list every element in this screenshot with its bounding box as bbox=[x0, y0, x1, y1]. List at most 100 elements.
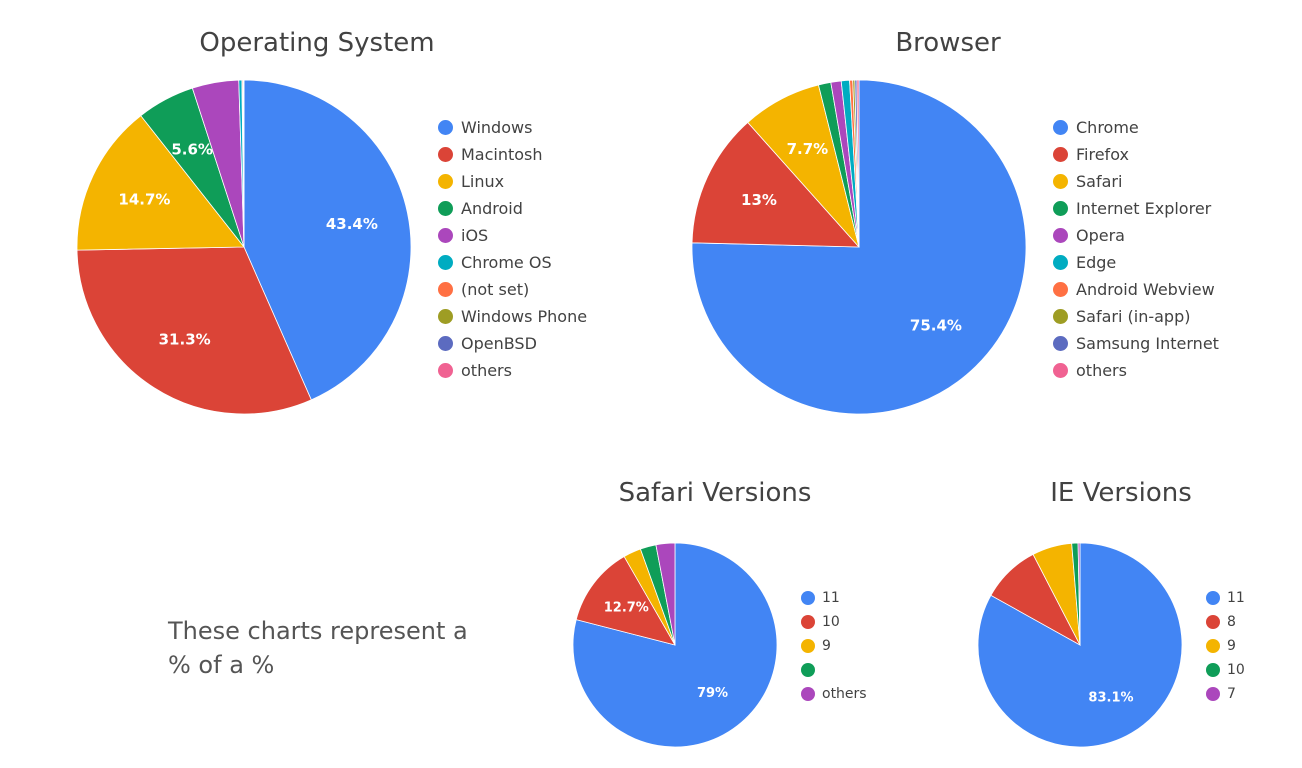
legend-swatch bbox=[438, 147, 453, 162]
pie-slice-7 bbox=[1077, 542, 1081, 646]
legend-swatch bbox=[1206, 591, 1220, 605]
legend-label: Samsung Internet bbox=[1076, 334, 1219, 353]
legend-label: Safari (in-app) bbox=[1076, 307, 1191, 326]
legend-label: Firefox bbox=[1076, 145, 1129, 164]
pie-slice-others bbox=[856, 79, 860, 248]
legend-label: Macintosh bbox=[461, 145, 543, 164]
legend-item: (not set) bbox=[438, 276, 587, 303]
legend-label: Android Webview bbox=[1076, 280, 1215, 299]
legend-swatch bbox=[801, 687, 815, 701]
legend-swatch bbox=[438, 363, 453, 378]
legend-label: Opera bbox=[1076, 226, 1125, 245]
legend-label: 8 bbox=[1227, 614, 1236, 630]
slice-data-label: 14.7% bbox=[118, 190, 170, 208]
legend-label: others bbox=[461, 361, 512, 380]
legend-item: 10 bbox=[801, 610, 867, 634]
legend-label: 10 bbox=[1227, 662, 1245, 678]
legend-item: others bbox=[1053, 357, 1219, 384]
pie-chart: 43.4% 31.3% 14.7% 5.6% bbox=[76, 79, 412, 415]
chart-legend: Windows Macintosh Linux Android iOS Chrome OS… bbox=[438, 114, 587, 384]
legend-label: 11 bbox=[1227, 590, 1245, 606]
legend-item: 9 bbox=[801, 634, 867, 658]
legend-label: 9 bbox=[1227, 638, 1236, 654]
legend-swatch bbox=[1206, 663, 1220, 677]
pie-slice-macintosh bbox=[76, 246, 312, 415]
legend-swatch bbox=[1053, 201, 1068, 216]
legend-item: Safari (in-app) bbox=[1053, 303, 1219, 330]
pie-slice-11 bbox=[977, 542, 1183, 748]
legend-label: others bbox=[822, 686, 867, 702]
legend-swatch bbox=[438, 282, 453, 297]
slice-data-label: 12.7% bbox=[604, 600, 649, 615]
chart-title: Operating System bbox=[199, 28, 435, 58]
pie-slice-others bbox=[655, 542, 676, 646]
pie-slice-firefox bbox=[691, 121, 860, 248]
legend-label: Windows Phone bbox=[461, 307, 588, 326]
chart-title: Safari Versions bbox=[618, 478, 812, 508]
legend-item: 11 bbox=[1206, 586, 1245, 610]
legend-swatch bbox=[801, 663, 815, 677]
pie-chart: 83.1% bbox=[977, 542, 1183, 748]
slice-data-label: 5.6% bbox=[171, 140, 213, 158]
legend-swatch bbox=[1206, 615, 1220, 629]
legend-swatch bbox=[1053, 228, 1068, 243]
slice-data-label: 31.3% bbox=[159, 330, 211, 348]
legend-label: Chrome OS bbox=[461, 253, 552, 272]
legend-swatch bbox=[801, 615, 815, 629]
legend-swatch bbox=[1053, 174, 1068, 189]
legend-label: 9 bbox=[822, 638, 831, 654]
legend-item: Opera bbox=[1053, 222, 1219, 249]
legend-swatch bbox=[438, 255, 453, 270]
legend-label: Edge bbox=[1076, 253, 1117, 272]
legend-swatch bbox=[438, 174, 453, 189]
pie-slice-chrome bbox=[691, 79, 1027, 415]
legend-item: Windows Phone bbox=[438, 303, 587, 330]
legend-item: Chrome OS bbox=[438, 249, 587, 276]
slice-data-label: 13% bbox=[741, 191, 777, 209]
legend-item: Android bbox=[438, 195, 587, 222]
legend-label: 7 bbox=[1227, 686, 1236, 702]
legend-swatch bbox=[1053, 255, 1068, 270]
legend-label: Android bbox=[461, 199, 523, 218]
legend-swatch bbox=[1053, 336, 1068, 351]
legend-item bbox=[801, 658, 867, 682]
legend-label: Windows bbox=[461, 118, 533, 137]
slice-data-label: 75.4% bbox=[910, 316, 962, 334]
legend-swatch bbox=[1053, 309, 1068, 324]
legend-swatch bbox=[801, 639, 815, 653]
legend-item: Samsung Internet bbox=[1053, 330, 1219, 357]
legend-item: OpenBSD bbox=[438, 330, 587, 357]
legend-label: Internet Explorer bbox=[1076, 199, 1212, 218]
chart-title: IE Versions bbox=[1050, 478, 1192, 508]
legend-item: 9 bbox=[1206, 634, 1245, 658]
legend-swatch bbox=[438, 336, 453, 351]
legend-label: (not set) bbox=[461, 280, 530, 299]
charts-note: These charts represent a % of a % bbox=[168, 617, 468, 679]
legend-swatch bbox=[1053, 120, 1068, 135]
legend-item: Android Webview bbox=[1053, 276, 1219, 303]
legend-item: Edge bbox=[1053, 249, 1219, 276]
legend-item: Internet Explorer bbox=[1053, 195, 1219, 222]
legend-item: Chrome bbox=[1053, 114, 1219, 141]
legend-swatch bbox=[438, 201, 453, 216]
pie-slice-linux bbox=[76, 115, 245, 251]
pie-slice-10 bbox=[575, 556, 676, 646]
chart-legend: 11 8 9 10 7 bbox=[1206, 586, 1245, 706]
legend-swatch bbox=[438, 309, 453, 324]
legend-label: OpenBSD bbox=[461, 334, 537, 353]
chart-legend: 11 10 9 others bbox=[801, 586, 867, 706]
legend-item: others bbox=[801, 682, 867, 706]
legend-item: Linux bbox=[438, 168, 587, 195]
slice-data-label: 43.4% bbox=[326, 215, 378, 233]
chart-title: Browser bbox=[895, 28, 1001, 58]
legend-item: 7 bbox=[1206, 682, 1245, 706]
legend-swatch bbox=[1206, 687, 1220, 701]
pie-chart: 75.4% 13% 7.7% bbox=[691, 79, 1027, 415]
legend-label: Safari bbox=[1076, 172, 1123, 191]
legend-swatch bbox=[1206, 639, 1220, 653]
legend-item: others bbox=[438, 357, 587, 384]
legend-item: 8 bbox=[1206, 610, 1245, 634]
legend-item: Safari bbox=[1053, 168, 1219, 195]
legend-label: 10 bbox=[822, 614, 840, 630]
legend-label: iOS bbox=[461, 226, 489, 245]
